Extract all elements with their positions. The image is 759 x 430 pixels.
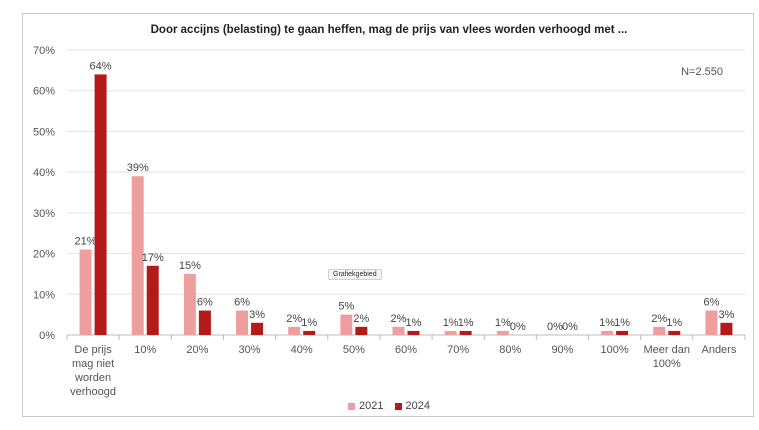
x-tick-label: Meer dan 100%: [644, 344, 690, 370]
legend-item-2024[interactable]: 2024: [394, 400, 431, 412]
x-tick-label-line: 50%: [343, 344, 365, 356]
data-label-2024-11: 1%: [666, 317, 682, 329]
data-label-2024-2: 6%: [197, 297, 213, 309]
x-tick-label-line: 40%: [291, 344, 313, 356]
x-tick-label-line: 90%: [551, 344, 573, 356]
x-tick-label: 30%: [239, 344, 261, 356]
x-tick-label-line: 60%: [395, 344, 417, 356]
data-label-2024-10: 1%: [614, 317, 630, 329]
x-tick-label: 20%: [186, 344, 208, 356]
chart-frame: Door accijns (belasting) te gaan heffen,…: [22, 13, 754, 417]
data-label-2024-1: 17%: [142, 252, 164, 264]
bar-2024-11: [668, 330, 681, 335]
bar-2024-1: [146, 265, 159, 335]
data-label-2021-6: 2%: [391, 313, 407, 325]
y-tick-label: 40%: [33, 167, 55, 179]
bar-2021-6: [392, 326, 405, 335]
data-label-2024-12: 3%: [718, 309, 734, 321]
legend-swatch-2021: [347, 402, 355, 410]
legend-label-2021: 2021: [358, 400, 384, 412]
x-tick-label-line: Anders: [701, 344, 736, 356]
x-tick-label-line: 20%: [186, 344, 208, 356]
bar-2021-7: [444, 330, 457, 335]
x-tick-label: Anders: [701, 344, 736, 356]
legend-label-2024: 2024: [405, 400, 431, 412]
y-tick-label: 70%: [33, 45, 55, 57]
x-tick-label-line: De prijs: [74, 344, 112, 356]
x-tick-label: 100%: [601, 344, 629, 356]
bar-2024-12: [720, 322, 733, 335]
chart-area-tooltip: Grafiekgebied: [328, 269, 382, 280]
bar-2021-11: [653, 326, 666, 335]
chart-title: Door accijns (belasting) te gaan heffen,…: [150, 24, 628, 36]
data-label-2021-1: 39%: [127, 162, 149, 174]
x-tick-label-line: 70%: [447, 344, 469, 356]
x-tick-label-line: worden: [74, 372, 111, 384]
x-tick-label-line: Meer dan: [644, 344, 690, 356]
data-label-2024-0: 64%: [90, 60, 112, 72]
bar-2024-5: [355, 326, 368, 335]
data-label-2024-6: 1%: [406, 317, 422, 329]
data-label-2024-9: 0%: [562, 321, 578, 333]
x-tick-label: 70%: [447, 344, 469, 356]
x-tick-label: De prijs mag niet worden verhoogd: [70, 344, 116, 398]
data-label-2021-9: 0%: [547, 321, 563, 333]
x-tick-label-line: mag niet: [72, 358, 114, 370]
bar-2021-12: [705, 310, 718, 335]
data-label-2021-4: 2%: [286, 313, 302, 325]
data-label-2021-0: 21%: [75, 236, 97, 248]
x-tick-label: 40%: [291, 344, 313, 356]
y-tick-label: 10%: [33, 289, 55, 301]
x-tick-label: 80%: [499, 344, 521, 356]
x-tick-label: 50%: [343, 344, 365, 356]
data-label-2021-11: 2%: [651, 313, 667, 325]
x-tick-label-line: 100%: [601, 344, 629, 356]
data-label-2021-7: 1%: [443, 317, 459, 329]
bar-2021-5: [340, 314, 353, 335]
bar-2024-10: [616, 330, 629, 335]
data-label-2024-4: 1%: [301, 317, 317, 329]
data-label-2024-8: 0%: [510, 321, 526, 333]
x-tick-label: 60%: [395, 344, 417, 356]
bar-chart[interactable]: 0% 10% 20% 30% 40% 50% 60% 70% 21% 64% De prijs mag…: [23, 14, 755, 418]
y-tick-label: 20%: [33, 249, 55, 261]
bar-2024-3: [251, 322, 264, 335]
y-tick-label: 50%: [33, 126, 55, 138]
data-label-2021-5: 5%: [338, 301, 354, 313]
bar-2021-2: [183, 273, 196, 335]
y-tick-label: 30%: [33, 208, 55, 220]
bar-2021-0: [79, 249, 92, 335]
data-label-2024-3: 3%: [249, 309, 265, 321]
x-tick-label: 10%: [134, 344, 156, 356]
legend-swatch-2024: [394, 402, 402, 410]
data-label-2024-7: 1%: [458, 317, 474, 329]
data-label-2021-12: 6%: [703, 297, 719, 309]
bar-2024-4: [303, 330, 316, 335]
x-tick-label-line: 80%: [499, 344, 521, 356]
x-tick-label: 90%: [551, 344, 573, 356]
bar-2021-1: [131, 176, 144, 335]
y-tick-label: 0%: [39, 330, 55, 342]
bar-2021-10: [601, 330, 614, 335]
data-label-2021-2: 15%: [179, 260, 201, 272]
data-label-2021-10: 1%: [599, 317, 615, 329]
y-tick-label: 60%: [33, 86, 55, 98]
x-tick-label-line: 100%: [653, 358, 681, 370]
data-label-2021-8: 1%: [495, 317, 511, 329]
x-tick-label-line: verhoogd: [70, 386, 116, 398]
bar-2024-7: [459, 330, 472, 335]
data-label-2021-3: 6%: [234, 297, 250, 309]
legend-item-2021[interactable]: 2021: [347, 400, 384, 412]
sample-size-label: N=2.550: [681, 66, 723, 78]
x-tick-label-line: 10%: [134, 344, 156, 356]
x-tick-label-line: 30%: [239, 344, 261, 356]
data-label-2024-5: 2%: [353, 313, 369, 325]
bar-2021-3: [236, 310, 249, 335]
bar-2024-0: [94, 74, 107, 335]
bar-2024-2: [198, 310, 211, 335]
bar-2024-6: [407, 330, 420, 335]
bar-2021-8: [496, 330, 509, 335]
legend: 2021 2024: [23, 400, 755, 413]
bar-2021-4: [288, 326, 301, 335]
